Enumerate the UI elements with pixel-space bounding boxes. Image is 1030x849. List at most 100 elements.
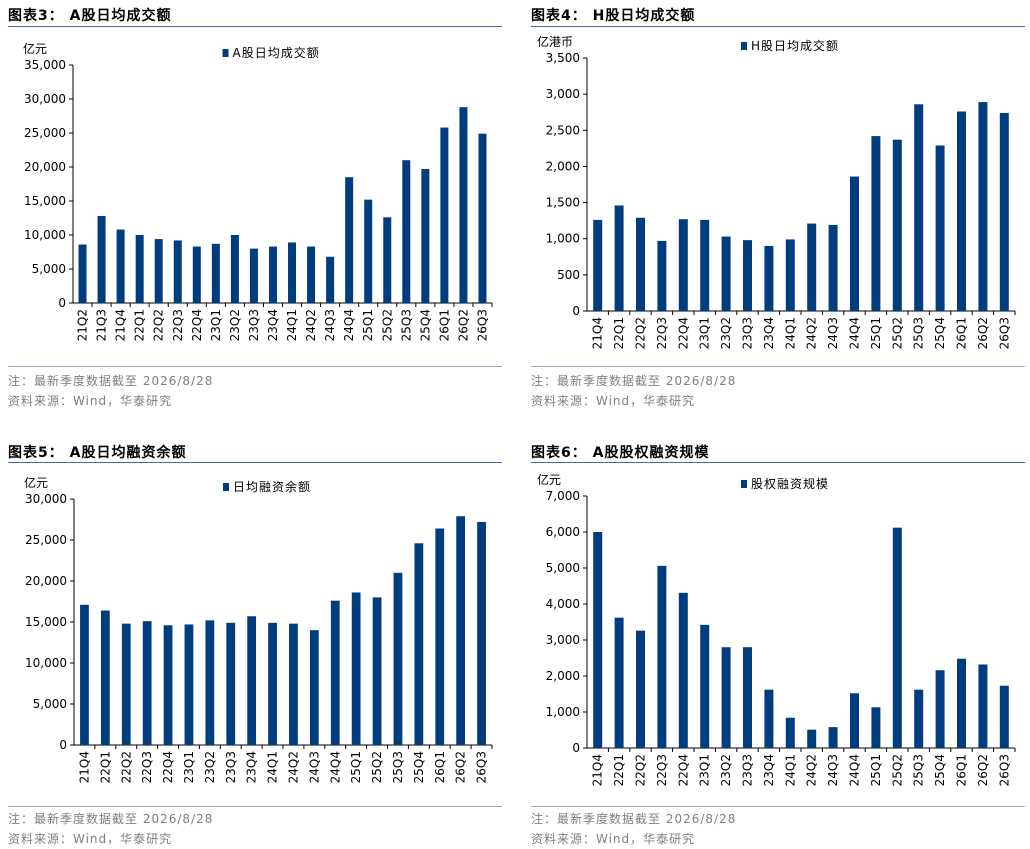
x-tick-label: 25Q1 — [869, 754, 883, 786]
chart-title: 图表4： H股日均成交额 — [531, 8, 696, 24]
x-tick-label: 24Q3 — [826, 317, 840, 349]
x-tick-label: 25Q4 — [933, 317, 947, 349]
chart-source: 资料来源：Wind，华泰研究 — [8, 832, 173, 846]
y-tick-label: 3,000 — [546, 633, 580, 647]
x-tick-label: 25Q2 — [370, 751, 384, 783]
y-tick-label: 20,000 — [24, 160, 66, 174]
bar — [288, 242, 297, 303]
note-rule — [531, 806, 1025, 807]
y-tick-label: 10,000 — [25, 656, 67, 670]
bar — [100, 610, 110, 745]
x-tick-label: 25Q1 — [361, 309, 375, 341]
x-tick-label: 26Q1 — [433, 751, 447, 783]
bar — [330, 600, 340, 745]
bar — [211, 243, 220, 303]
x-tick-label: 23Q1 — [182, 751, 196, 783]
bar — [999, 112, 1009, 312]
bar — [154, 239, 163, 303]
x-tick-label: 24Q1 — [266, 751, 280, 783]
x-tick-label: 22Q1 — [98, 751, 112, 783]
bar — [121, 623, 131, 745]
bar — [764, 245, 774, 311]
bar — [614, 617, 624, 748]
x-tick-label: 25Q3 — [912, 317, 926, 349]
bar — [657, 240, 667, 311]
chart-title: 图表5： A股日均融资余额 — [8, 445, 187, 461]
bar — [785, 717, 795, 748]
x-tick-label: 24Q4 — [328, 751, 342, 783]
y-unit-label: 亿元 — [537, 472, 561, 487]
bar — [421, 169, 430, 303]
chart-source: 资料来源：Wind，华泰研究 — [531, 394, 696, 408]
chart-note: 注：最新季度数据截至 2026/8/28 — [8, 374, 214, 388]
x-tick-label: 24Q3 — [307, 751, 321, 783]
x-tick-label: 26Q2 — [976, 317, 990, 349]
bar — [807, 223, 817, 311]
x-tick-label: 22Q4 — [676, 317, 690, 349]
bar — [192, 246, 201, 303]
bar — [743, 240, 752, 311]
x-tick-label: 24Q3 — [826, 754, 840, 786]
bar — [892, 139, 902, 311]
x-tick-label: 22Q4 — [190, 309, 204, 341]
chart-svg: 0 500 1,000 1,500 2,000 2,500 3,000 3,500 亿港币 H股日… — [537, 34, 1016, 349]
x-tick-label: 23Q3 — [741, 317, 755, 349]
y-unit-label: 亿元 — [23, 41, 47, 56]
y-tick-label: 6,000 — [546, 525, 580, 539]
bar — [456, 516, 466, 745]
x-tick-label: 22Q3 — [140, 751, 154, 783]
x-tick-label: 25Q2 — [890, 754, 904, 786]
x-tick-label: 23Q1 — [698, 317, 712, 349]
x-tick-label: 22Q3 — [655, 317, 669, 349]
x-tick-label: 24Q2 — [805, 317, 819, 349]
title-rule — [531, 462, 1025, 463]
x-tick-label: 21Q4 — [591, 317, 605, 349]
x-tick-label: 26Q2 — [454, 751, 468, 783]
bar — [850, 176, 859, 311]
x-tick-label: 21Q3 — [95, 309, 109, 341]
bar — [892, 527, 902, 748]
x-tick-label: 23Q3 — [224, 751, 238, 783]
bar — [135, 235, 144, 303]
bar — [914, 104, 924, 312]
x-tick-label: 22Q1 — [612, 317, 626, 349]
y-tick-label: 5,000 — [546, 561, 580, 575]
title-rule — [8, 462, 502, 463]
x-tick-label: 22Q3 — [171, 309, 185, 341]
bar — [78, 244, 87, 303]
y-tick-label: 7,000 — [546, 489, 580, 503]
y-tick-label: 4,000 — [546, 597, 580, 611]
bar — [268, 622, 277, 745]
x-tick-label: 24Q1 — [285, 309, 299, 341]
bar — [268, 246, 277, 303]
x-tick-label: 24Q2 — [304, 309, 318, 341]
bar — [636, 630, 645, 748]
y-unit-label: 亿港币 — [537, 34, 573, 49]
x-tick-label: 26Q1 — [955, 754, 969, 786]
y-tick-label: 20,000 — [25, 574, 67, 588]
bar — [116, 229, 125, 303]
x-tick-label: 26Q1 — [955, 317, 969, 349]
x-tick-label: 24Q2 — [286, 751, 300, 783]
chart-source: 资料来源：Wind，华泰研究 — [531, 832, 696, 846]
bar — [414, 543, 424, 745]
chart-svg: 0 5,000 10,000 15,000 20,000 25,000 30,000 35,0… — [23, 41, 493, 341]
chart-note: 注：最新季度数据截至 2026/8/28 — [8, 812, 214, 826]
bar — [351, 592, 361, 745]
bar — [871, 136, 881, 311]
x-tick-label: 21Q4 — [591, 754, 605, 786]
y-tick-label: 1,000 — [546, 232, 580, 246]
bar — [700, 219, 710, 311]
chart-panel-equity-financing: 图表6： A股股权融资规模 0 1,000 2,000 3,000 4,000 5,000… — [531, 440, 1025, 849]
x-tick-label: 25Q2 — [380, 309, 394, 341]
bar — [957, 111, 966, 312]
bar — [678, 592, 688, 748]
x-tick-label: 21Q4 — [114, 309, 128, 341]
x-tick-label: 23Q3 — [247, 309, 261, 341]
x-tick-label: 23Q2 — [719, 754, 733, 786]
y-tick-label: 1,000 — [546, 705, 580, 719]
bar — [478, 133, 487, 303]
y-tick-label: 5,000 — [32, 262, 66, 276]
chart-panel-a-turnover: 图表3： A股日均成交额 0 5,000 10,000 15,000 20,000 25,… — [8, 0, 502, 420]
bar — [435, 528, 445, 745]
